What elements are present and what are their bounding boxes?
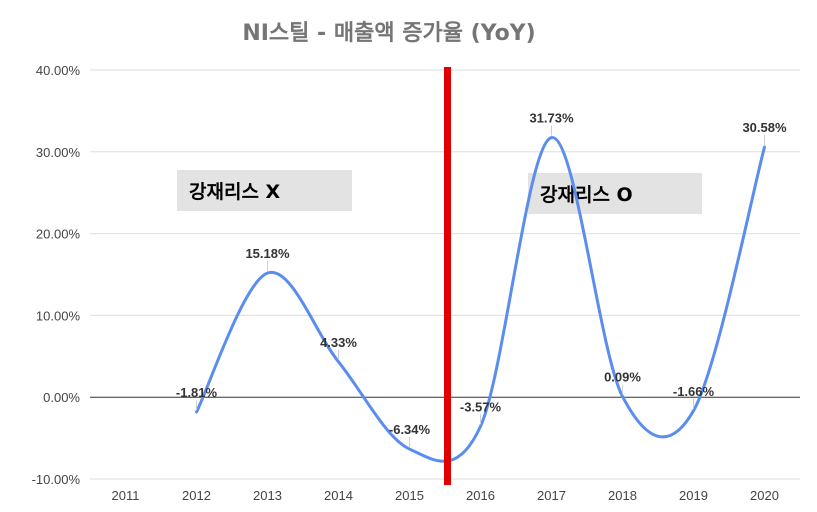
y-tick-label: 10.00% <box>36 308 81 323</box>
y-tick-label: 40.00% <box>36 63 81 78</box>
annotation-box <box>177 170 352 211</box>
x-tick-label: 2013 <box>253 488 282 503</box>
data-label: 0.09% <box>604 369 641 384</box>
y-tick-label: 0.00% <box>43 390 80 405</box>
chart-title: NI스틸 - 매출액 증가율 (YoY) <box>242 21 535 46</box>
data-label: -6.34% <box>389 422 431 437</box>
x-tick-label: 2016 <box>466 488 495 503</box>
x-axis-ticks: 2011 2012 2013 2014 2015 2016 2017 2018 2019 2020 <box>112 488 779 503</box>
x-tick-label: 2017 <box>537 488 566 503</box>
y-tick-label: 20.00% <box>36 227 81 242</box>
annotation-label: 강재리스 O <box>540 184 633 206</box>
divider-line <box>444 67 451 485</box>
data-label: 4.33% <box>320 335 357 350</box>
x-tick-label: 2020 <box>750 488 779 503</box>
data-label: -1.81% <box>176 385 218 400</box>
data-label: 15.18% <box>245 246 290 261</box>
x-tick-label: 2012 <box>182 488 211 503</box>
data-labels: -1.81% 15.18% 4.33% -6.34% -3.57% 31.73% 0.09%… <box>176 111 787 448</box>
data-label: 30.58% <box>742 120 787 135</box>
x-tick-label: 2015 <box>395 488 424 503</box>
data-label: -3.57% <box>460 399 502 414</box>
divider-group <box>444 67 451 485</box>
annotations: 강재리스 X 강재리스 O <box>177 170 702 214</box>
annotation-label: 강재리스 X <box>189 181 281 203</box>
x-tick-label: 2019 <box>679 488 708 503</box>
x-tick-label: 2014 <box>324 488 353 503</box>
series-group <box>195 136 766 463</box>
y-axis-ticks: -10.00% 0.00% 10.00% 20.00% 30.00% 40.00% <box>32 63 81 487</box>
x-tick-label: 2011 <box>112 488 140 503</box>
annotation-box <box>528 173 702 214</box>
x-tick-label: 2018 <box>608 488 637 503</box>
data-label: -1.66% <box>673 384 715 399</box>
series-line <box>195 136 766 463</box>
y-tick-label: -10.00% <box>32 472 81 487</box>
y-tick-label: 30.00% <box>36 145 81 160</box>
data-label: 31.73% <box>529 111 574 126</box>
